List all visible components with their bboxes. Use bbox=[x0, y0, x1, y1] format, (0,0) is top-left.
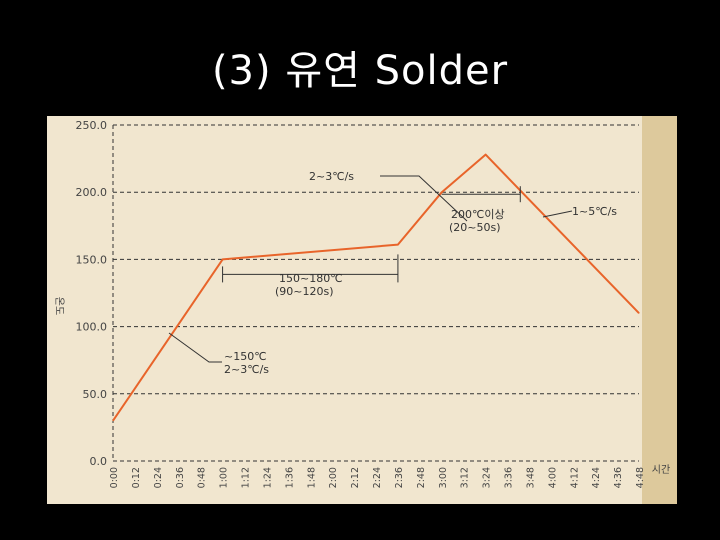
x-tick-label: 0:48 bbox=[197, 467, 208, 488]
temperature-curve bbox=[112, 153, 640, 422]
y-axis-label: 온도 bbox=[53, 297, 65, 315]
leader-line bbox=[380, 175, 468, 222]
x-tick-label: 0:24 bbox=[153, 467, 164, 488]
x-tick-label: 1:00 bbox=[219, 467, 230, 488]
annotation-sublabel: (20~50s) bbox=[449, 221, 501, 234]
y-tick-labels: 250.0 200.0 150.0 100.0 50.0 0.0 bbox=[76, 119, 108, 468]
y-tick-label: 0.0 bbox=[90, 455, 108, 468]
x-tick-label: 3:00 bbox=[438, 467, 449, 488]
x-tick-label: 0:00 bbox=[109, 467, 120, 488]
annotation-sublabel: 2~3℃/s bbox=[224, 363, 269, 376]
annotation-label: 1~5℃/s bbox=[572, 205, 617, 218]
x-tick-label: 3:36 bbox=[504, 467, 515, 488]
x-tick-label: 1:36 bbox=[284, 467, 295, 488]
x-tick-label: 3:12 bbox=[460, 467, 471, 488]
x-tick-label: 3:48 bbox=[525, 467, 536, 488]
x-tick-label: 0:12 bbox=[131, 467, 142, 488]
curve-vertex bbox=[441, 191, 443, 193]
x-tick-label: 4:36 bbox=[613, 467, 624, 488]
curve-vertex bbox=[485, 154, 487, 156]
y-tick-label: 250.0 bbox=[76, 119, 108, 132]
x-tick-labels: 0:00 0:12 0:24 0:36 0:48 1:00 1:12 1:24 1:36 1:48… bbox=[109, 467, 646, 488]
x-tick-label: 2:48 bbox=[416, 467, 427, 488]
x-tick-label: 2:00 bbox=[328, 467, 339, 488]
chart-svg: 250.0 200.0 150.0 100.0 50.0 0.0 0:00 0:12 0:24… bbox=[47, 116, 677, 504]
chart-right-strip bbox=[642, 116, 677, 504]
x-tick-label: 2:12 bbox=[350, 467, 361, 488]
x-tick-label: 4:24 bbox=[591, 467, 602, 488]
reflow-profile-chart: 250.0 200.0 150.0 100.0 50.0 0.0 0:00 0:12 0:24… bbox=[47, 116, 677, 504]
y-tick-label: 200.0 bbox=[76, 186, 108, 199]
annotation-label: 200℃이상 bbox=[451, 208, 505, 221]
gridlines bbox=[112, 124, 639, 462]
x-tick-label: 3:24 bbox=[482, 467, 493, 488]
curve-vertex bbox=[638, 312, 640, 314]
y-tick-label: 50.0 bbox=[83, 388, 108, 401]
annotation-label: 150~180℃ bbox=[279, 272, 343, 285]
chart-background bbox=[47, 116, 677, 504]
x-tick-label: 4:12 bbox=[569, 467, 580, 488]
x-axis-label: 시간 bbox=[652, 464, 670, 476]
x-tick-label: 1:24 bbox=[262, 467, 273, 488]
x-tick-label: 2:24 bbox=[372, 467, 383, 488]
annotations-group: 2~3℃/s 200℃이상(20~50s) 1~5℃/s 150~180℃(90~12… bbox=[168, 170, 617, 376]
series-group bbox=[112, 153, 640, 422]
annotation-label: 2~3℃/s bbox=[309, 170, 354, 183]
x-tick-label: 4:48 bbox=[635, 467, 646, 488]
slide-title: (3) 유연 Solder bbox=[211, 48, 509, 94]
y-tick-label: 100.0 bbox=[76, 321, 108, 334]
leader-line bbox=[168, 332, 222, 363]
curve-vertex bbox=[222, 258, 224, 260]
annotation-sublabel: (90~120s) bbox=[275, 285, 334, 298]
annotation-label: ~150℃ bbox=[224, 350, 267, 363]
x-tick-label: 0:36 bbox=[175, 467, 186, 488]
y-tick-label: 150.0 bbox=[76, 253, 108, 266]
x-tick-label: 4:00 bbox=[547, 467, 558, 488]
x-tick-label: 1:48 bbox=[306, 467, 317, 488]
leader-line bbox=[542, 210, 573, 218]
x-tick-label: 2:36 bbox=[394, 467, 405, 488]
curve-vertex bbox=[397, 244, 399, 246]
x-tick-label: 1:12 bbox=[241, 467, 252, 488]
curve-vertex bbox=[112, 420, 114, 422]
